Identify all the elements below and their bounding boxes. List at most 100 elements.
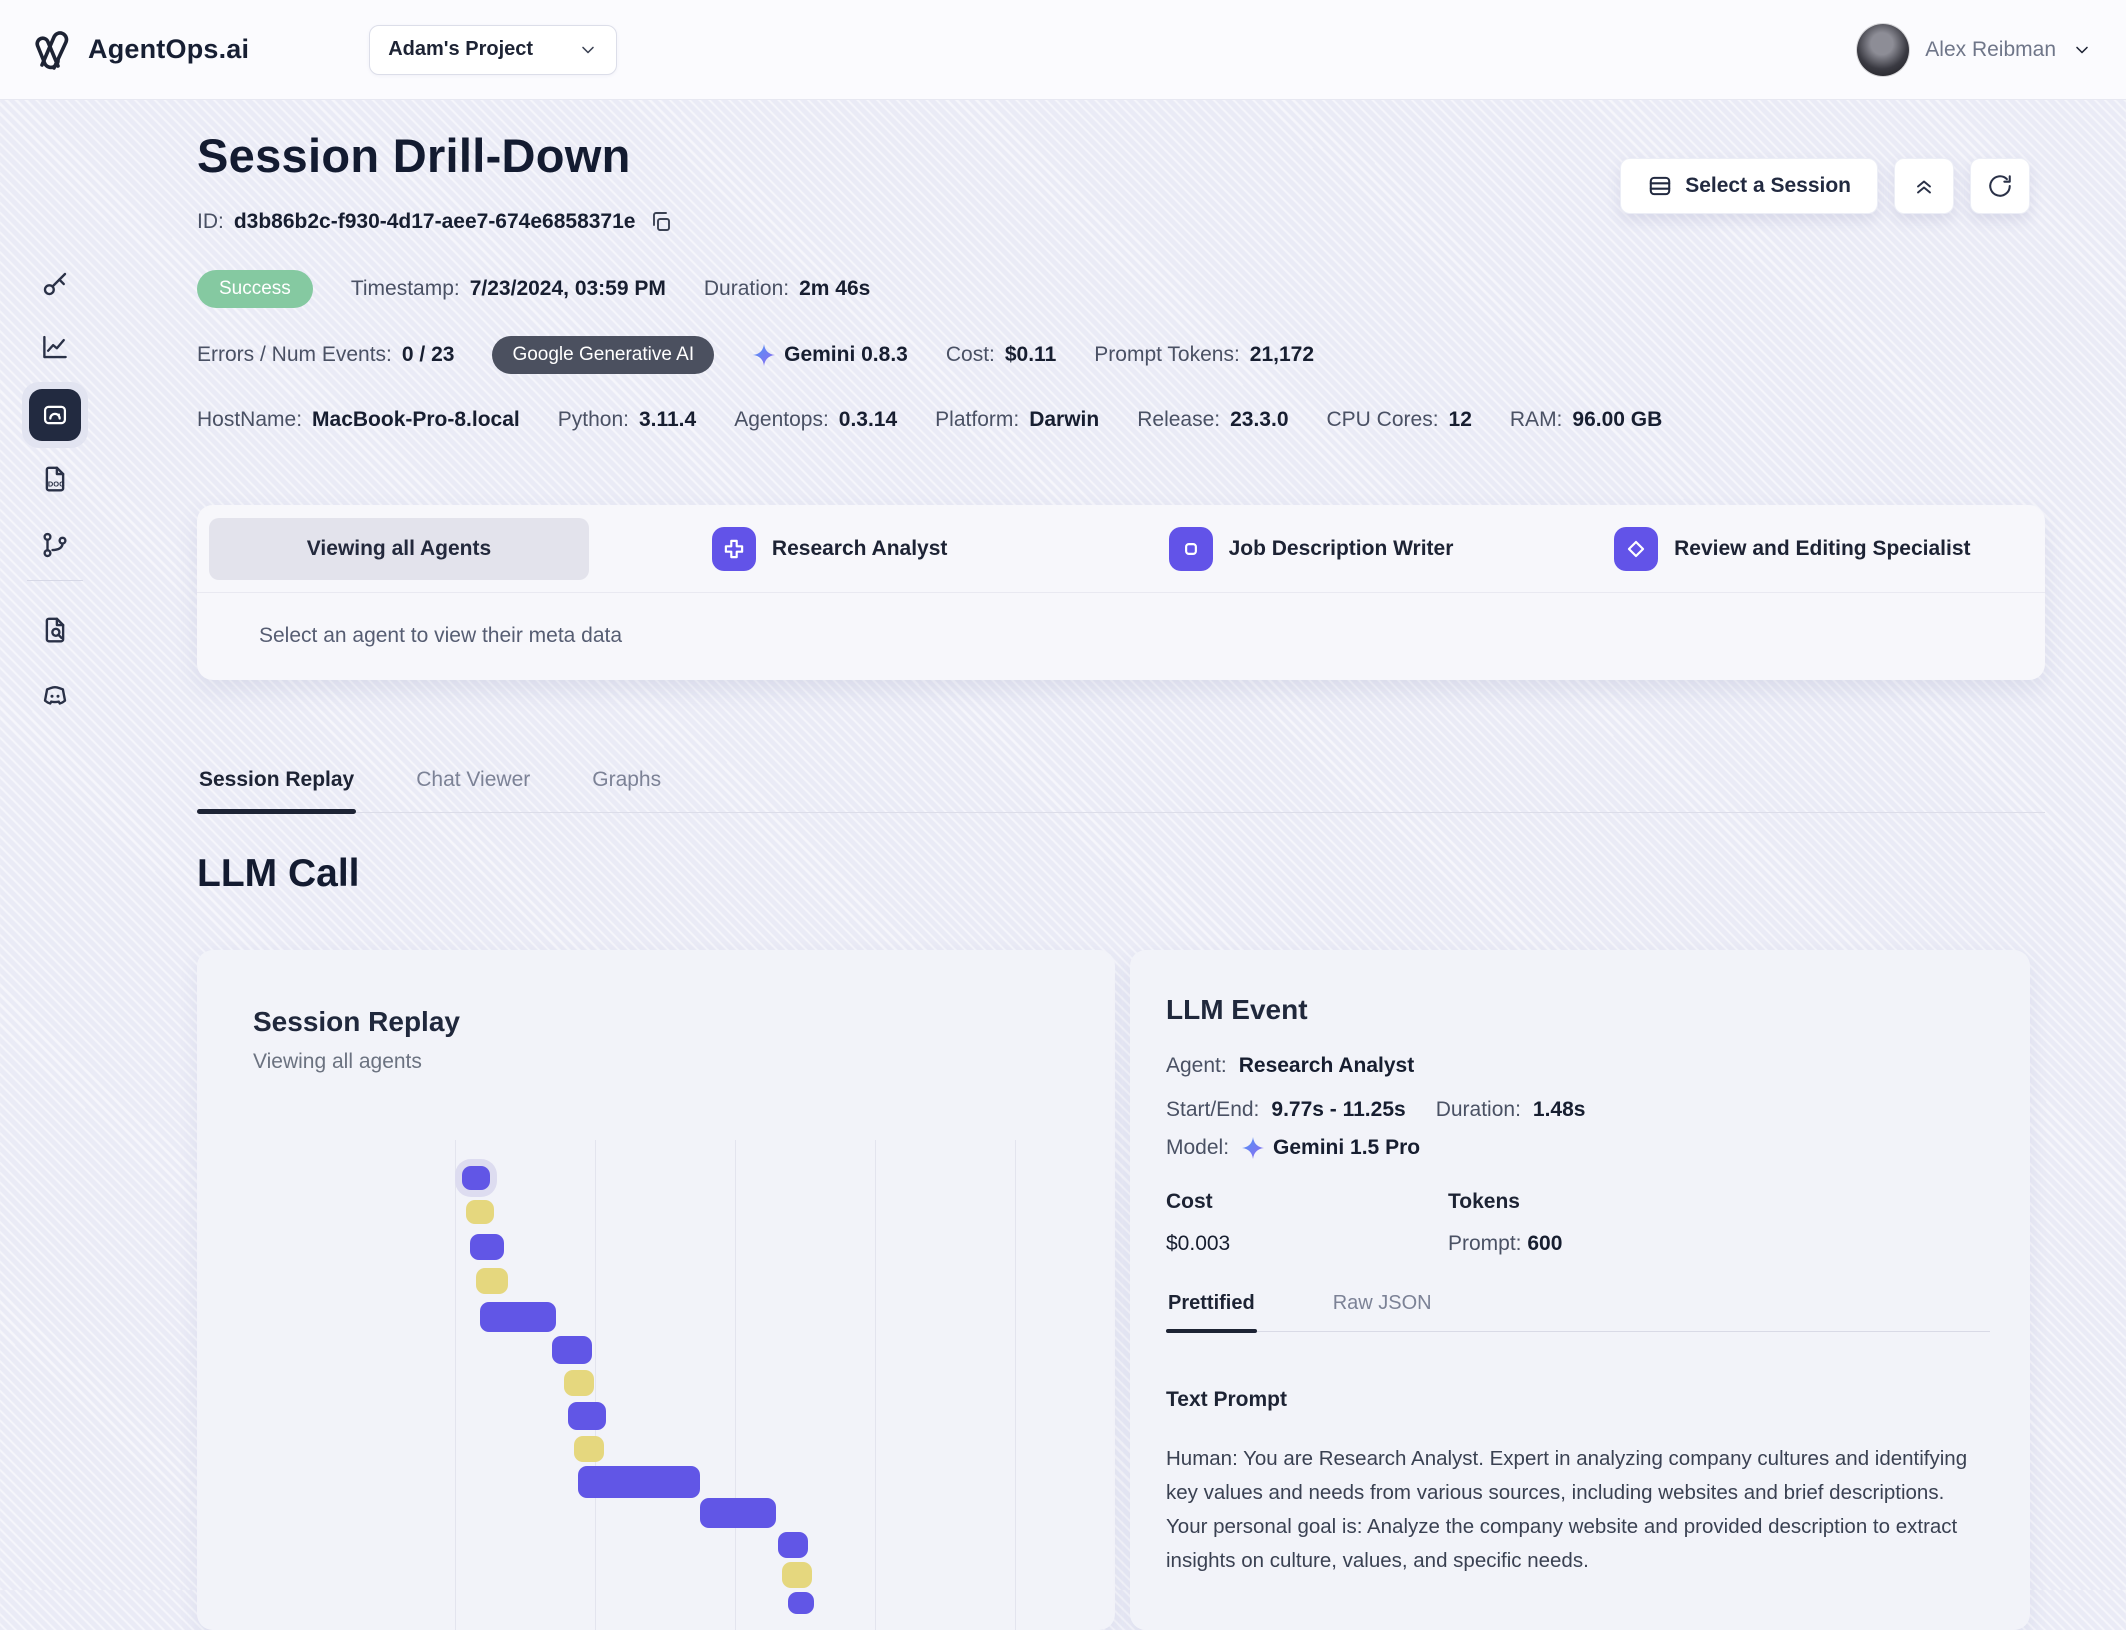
text-prompt-heading: Text Prompt	[1166, 1388, 1287, 1411]
replay-event-bar[interactable]	[700, 1498, 776, 1528]
session-dashboard-icon	[43, 405, 67, 425]
agent-tab-review-editing-specialist[interactable]: Review and Editing Specialist	[1552, 526, 2033, 571]
agent-tab-job-description-writer[interactable]: Job Description Writer	[1070, 526, 1551, 571]
agent-name: Research Analyst	[771, 536, 948, 560]
llm-call-heading: LLM Call	[197, 852, 360, 895]
sidebar-item-analytics[interactable]	[38, 330, 72, 364]
session-id-value: d3b86b2c-f930-4d17-aee7-674e6858371e	[233, 210, 636, 233]
ram-label: RAM:	[1509, 408, 1563, 431]
llm-event-title: LLM Event	[1166, 994, 1308, 1025]
table-icon	[1649, 176, 1671, 196]
discord-icon	[43, 686, 67, 705]
hostname-value: MacBook-Pro-8.local	[312, 408, 520, 431]
replay-event-bar[interactable]	[462, 1166, 490, 1190]
ram-value: 96.00 GB	[1572, 408, 1663, 431]
python-value: 3.11.4	[638, 408, 697, 431]
tab-graphs[interactable]: Graphs	[592, 768, 662, 791]
prompt-tokens-value: 21,172	[1249, 343, 1315, 366]
meta-row-status: Success Timestamp: 7/23/2024, 03:59 PM D…	[197, 268, 870, 310]
replay-event-bar[interactable]	[552, 1336, 592, 1364]
provider-badge: Google Generative AI	[492, 336, 715, 374]
chevron-down-icon	[2076, 46, 2088, 53]
tab-prettified[interactable]: Prettified	[1166, 1286, 1257, 1333]
agentops-logo-icon	[35, 30, 69, 70]
gemini-icon	[753, 344, 776, 366]
python-label: Python:	[557, 408, 629, 431]
replay-event-bar[interactable]	[568, 1402, 606, 1430]
replay-card-subtitle: Viewing all agents	[253, 1050, 422, 1073]
platform-value: Darwin	[1029, 408, 1100, 431]
tab-session-replay[interactable]: Session Replay	[197, 760, 357, 814]
sidebar-divider	[27, 580, 83, 581]
project-name: Adam's Project	[388, 38, 534, 60]
tokens-prompt-row: Prompt: 600	[1448, 1232, 1562, 1256]
replay-event-bar[interactable]	[564, 1370, 594, 1396]
event-model-row: Model: Gemini 1.5 Pro	[1166, 1136, 1420, 1160]
session-id-label: ID:	[197, 210, 224, 233]
agent-tab-all[interactable]: Viewing all Agents	[209, 517, 589, 580]
replay-event-bar[interactable]	[480, 1302, 556, 1332]
avatar	[1857, 23, 1910, 76]
section-tabs: Session Replay Chat Viewer Graphs	[197, 760, 2045, 814]
event-model-value: Gemini 1.5 Pro	[1273, 1136, 1421, 1159]
user-name: Alex Reibman	[1925, 37, 2056, 61]
cpu-cores-label: CPU Cores:	[1326, 408, 1439, 431]
agent-tab-research-analyst[interactable]: Research Analyst	[589, 526, 1070, 571]
clover-icon	[711, 526, 756, 571]
replay-event-bar[interactable]	[782, 1562, 812, 1588]
replay-event-bar[interactable]	[578, 1466, 700, 1498]
sidebar-item-traces[interactable]	[38, 528, 72, 562]
brand[interactable]: AgentOps.ai	[30, 28, 249, 72]
session-replay-chart[interactable]	[197, 1120, 1115, 1630]
errors-label: Errors / Num Events:	[197, 343, 392, 366]
cost-value: $0.11	[1004, 343, 1057, 366]
user-menu[interactable]: Alex Reibman	[1857, 23, 2092, 76]
model-version: Gemini 0.8.3	[784, 343, 908, 366]
replay-event-bar[interactable]	[470, 1234, 504, 1260]
replay-event-bar[interactable]	[466, 1200, 494, 1224]
sidebar: DOC	[0, 100, 110, 1590]
refresh-icon	[1989, 175, 2011, 197]
event-model-label: Model:	[1166, 1136, 1230, 1159]
file-search-icon	[45, 617, 65, 643]
replay-card-title: Session Replay	[253, 1006, 460, 1037]
sidebar-item-session-search[interactable]	[38, 613, 72, 647]
key-icon	[43, 272, 67, 296]
refresh-button[interactable]	[1970, 158, 2030, 214]
select-session-label: Select a Session	[1685, 174, 1851, 197]
replay-event-bar[interactable]	[788, 1592, 814, 1614]
replay-event-bar[interactable]	[778, 1532, 808, 1558]
release-value: 23.3.0	[1230, 408, 1289, 431]
prompt-tokens-label: Prompt Tokens:	[1094, 343, 1240, 366]
copy-session-id-button[interactable]	[649, 210, 673, 234]
chart-gridline	[595, 1140, 596, 1630]
event-duration-value: 1.48s	[1532, 1098, 1586, 1121]
agent-tabs-row: Viewing all Agents Research Analyst Job …	[197, 505, 2045, 593]
duration-label: Duration:	[703, 277, 790, 300]
sidebar-item-docs[interactable]: DOC	[38, 462, 72, 496]
meta-row-events: Errors / Num Events: 0 / 23 Google Gener…	[197, 334, 1314, 376]
agent-name: Job Description Writer	[1228, 536, 1454, 560]
sidebar-item-api-keys[interactable]	[38, 267, 72, 301]
replay-event-bar[interactable]	[574, 1436, 604, 1462]
chart-gridline	[875, 1140, 876, 1630]
timestamp-value: 7/23/2024, 03:59 PM	[469, 277, 666, 300]
chart-gridline	[455, 1140, 456, 1630]
doc-file-icon: DOC	[45, 466, 65, 492]
sidebar-item-discord[interactable]	[38, 678, 72, 712]
project-selector[interactable]: Adam's Project	[369, 24, 618, 75]
timestamp-label: Timestamp:	[350, 277, 460, 300]
start-end-value: 9.77s - 11.25s	[1271, 1098, 1406, 1121]
tab-raw-json[interactable]: Raw JSON	[1332, 1292, 1432, 1314]
event-duration-label: Duration:	[1435, 1098, 1521, 1121]
duration-value: 2m 46s	[799, 277, 871, 300]
page-title: Session Drill-Down	[197, 129, 631, 182]
sidebar-item-drilldown-active[interactable]	[22, 382, 88, 448]
replay-event-bar[interactable]	[476, 1268, 508, 1294]
tab-chat-viewer[interactable]: Chat Viewer	[416, 768, 531, 791]
diamond-icon	[1614, 526, 1659, 571]
collapse-button[interactable]	[1894, 158, 1954, 214]
agent-name: Review and Editing Specialist	[1674, 536, 1971, 560]
llm-event-card: LLM Event Agent: Research Analyst Start/…	[1130, 950, 2030, 1630]
select-session-button[interactable]: Select a Session	[1620, 158, 1878, 214]
